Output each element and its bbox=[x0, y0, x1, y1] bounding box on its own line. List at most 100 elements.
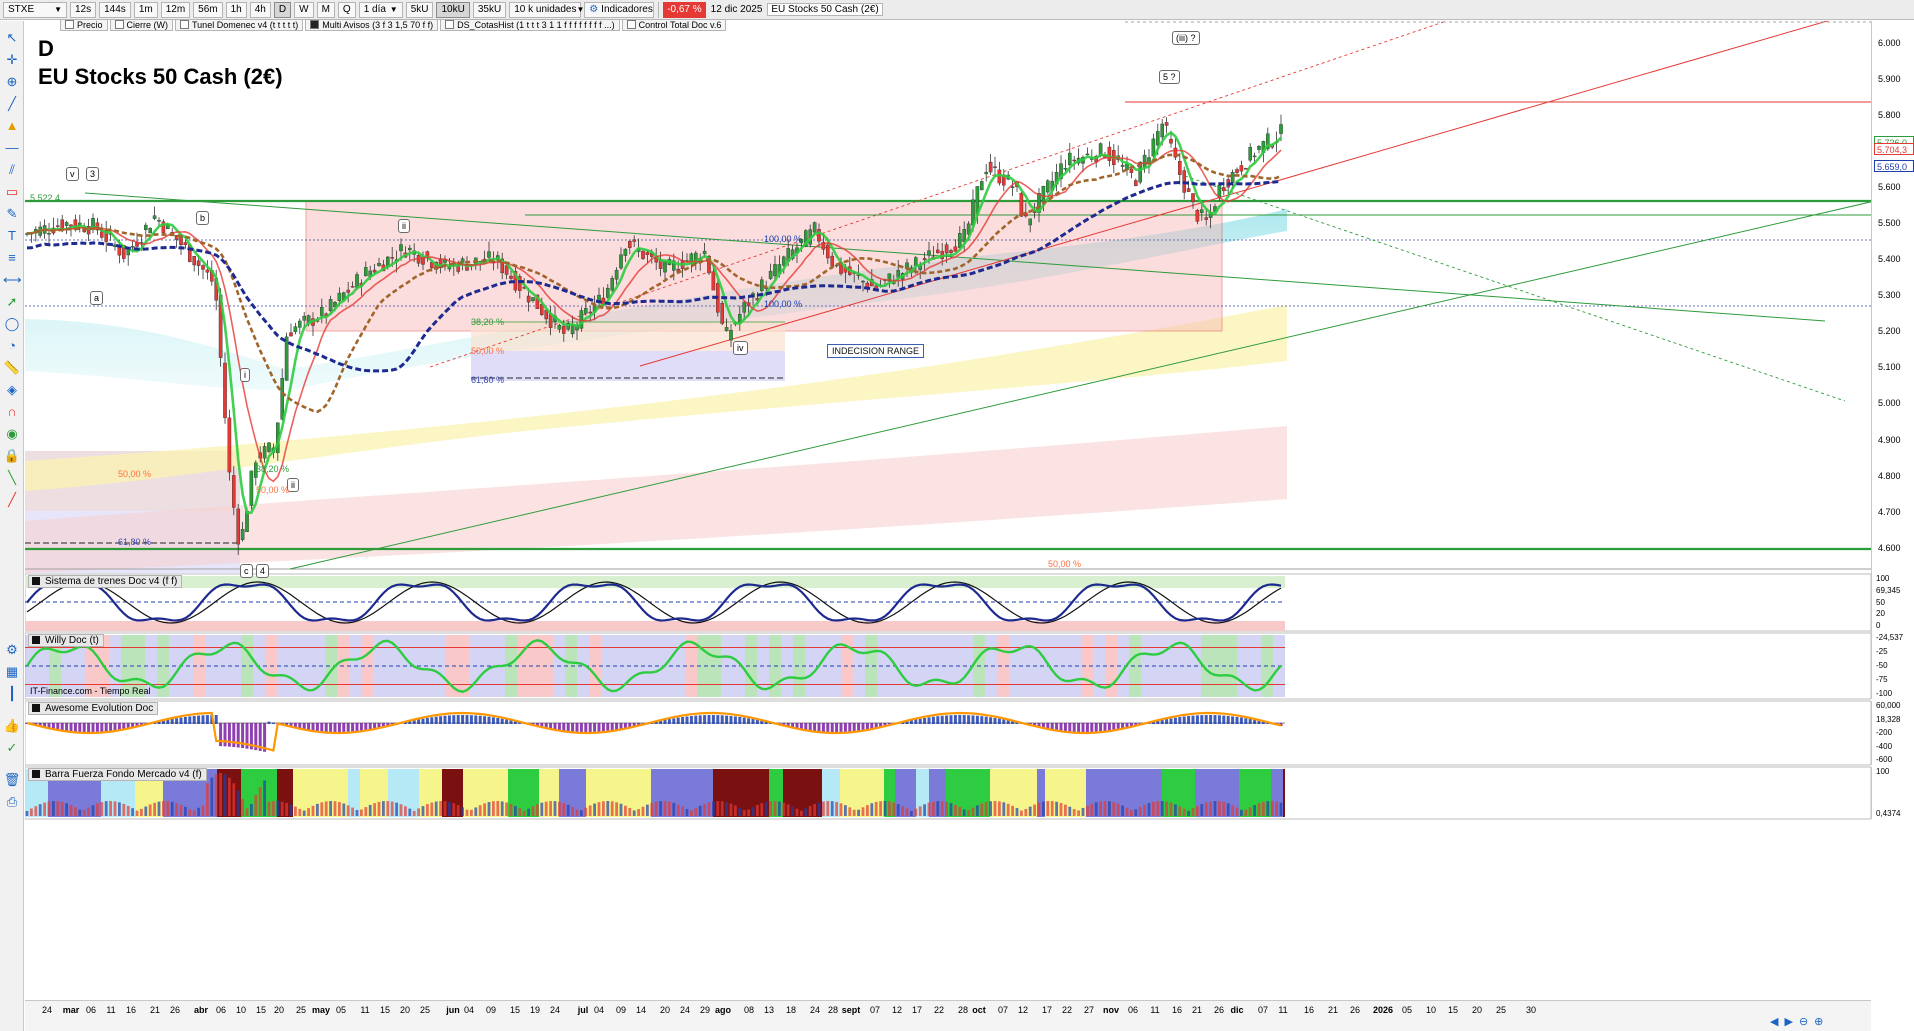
timeframe-button[interactable]: 12m bbox=[160, 1, 191, 18]
candles-icon[interactable]: ┃ bbox=[8, 686, 16, 701]
scroll-right-icon[interactable]: ▶ bbox=[1784, 1016, 1793, 1028]
timeframe-button[interactable]: 4h bbox=[249, 1, 271, 18]
checkbox-icon[interactable] bbox=[114, 20, 124, 29]
grid-icon[interactable]: ▦ bbox=[5, 664, 19, 679]
timeframe-button[interactable]: 1m bbox=[133, 1, 158, 18]
crosshair-icon[interactable]: ✛ bbox=[6, 52, 18, 67]
series-toggle[interactable]: Cierre (W) bbox=[109, 18, 174, 31]
brush-icon[interactable]: ╲ bbox=[8, 470, 16, 485]
check-icon[interactable]: ✓ bbox=[6, 740, 18, 755]
symbol-select[interactable]: STXE ▼ bbox=[3, 1, 67, 18]
rectangle-icon[interactable]: ▭ bbox=[5, 184, 19, 199]
panel-value-axis[interactable]: 100 0,4374 bbox=[1871, 767, 1914, 819]
histogram-bar bbox=[962, 715, 966, 724]
text-icon[interactable]: T bbox=[8, 228, 16, 243]
series-toggle[interactable]: Control Total Doc v.6 bbox=[621, 18, 727, 31]
zoom-in-icon[interactable]: ⊕ bbox=[6, 74, 18, 89]
cycle-icon[interactable]: ◔ bbox=[8, 338, 16, 353]
timeframe-button[interactable]: D bbox=[273, 1, 292, 18]
panel-close-icon[interactable] bbox=[32, 636, 40, 644]
timeframe-button[interactable]: Q bbox=[337, 1, 356, 18]
zoom-out-icon[interactable]: ⊖ bbox=[1798, 1016, 1809, 1028]
strength-bar bbox=[729, 803, 733, 816]
checkbox-icon[interactable] bbox=[65, 20, 74, 29]
wave-label[interactable]: a bbox=[90, 291, 104, 305]
strength-bar bbox=[549, 801, 552, 816]
indicators-button[interactable]: ⚙ Indicadores bbox=[584, 1, 655, 18]
zoom-in-icon[interactable]: ⊕ bbox=[1814, 1016, 1824, 1028]
magnet-icon[interactable]: ∩ bbox=[7, 404, 17, 419]
trash-icon[interactable]: 🗑 bbox=[3, 772, 21, 787]
timeframe-button[interactable]: 12s bbox=[70, 1, 97, 18]
measure-icon[interactable]: ⟷ bbox=[3, 272, 22, 287]
panel-header[interactable]: Willy Doc (t) bbox=[28, 634, 104, 647]
wave-label[interactable]: b bbox=[196, 211, 210, 225]
histogram-bar bbox=[289, 723, 293, 727]
panel-value-axis[interactable]: 100 69,345 50 20 0 bbox=[1871, 574, 1914, 631]
period-select[interactable]: 1 día ▼ bbox=[358, 1, 403, 18]
panel-value-axis[interactable]: -24,537 -25 -50 -75 -100 bbox=[1871, 633, 1914, 699]
lock-icon[interactable]: 🔒 bbox=[3, 448, 21, 463]
ruler-icon[interactable]: 📏 bbox=[3, 360, 21, 375]
eraser-icon[interactable]: ╱ bbox=[8, 492, 16, 507]
thumbs-up-icon[interactable]: 👍 bbox=[3, 718, 21, 733]
timeframe-button[interactable]: 56m bbox=[193, 1, 223, 18]
timeframe-button[interactable]: M bbox=[316, 1, 335, 18]
checkbox-icon[interactable] bbox=[626, 20, 636, 29]
panel-header[interactable]: Sistema de trenes Doc v4 (f f) bbox=[28, 575, 183, 588]
panel-value-axis[interactable]: 60,000 18,328 -200 -400 -600 bbox=[1871, 701, 1914, 765]
panel-close-icon[interactable] bbox=[32, 577, 40, 585]
wave-label[interactable]: 3 bbox=[86, 167, 100, 181]
series-toggle[interactable]: Tunel Domenec v4 (t t t t t) bbox=[175, 18, 304, 31]
wave-label[interactable]: ii bbox=[287, 478, 299, 492]
ellipse-icon[interactable]: ◯ bbox=[4, 316, 20, 331]
eye-icon[interactable]: ◉ bbox=[6, 426, 18, 441]
print-icon[interactable]: ⎙ bbox=[6, 794, 18, 809]
timeframe-button[interactable]: W bbox=[294, 1, 314, 18]
histogram-bar bbox=[747, 718, 751, 724]
units-select[interactable]: 10 k unidades ▼ bbox=[509, 1, 584, 18]
panel-header[interactable]: Awesome Evolution Doc bbox=[28, 702, 159, 715]
histogram-bar bbox=[258, 723, 262, 751]
wave-label[interactable]: 4 bbox=[256, 564, 270, 578]
panel-close-icon[interactable] bbox=[32, 770, 40, 778]
histogram-bar bbox=[315, 723, 319, 731]
cursor-icon[interactable]: ↖ bbox=[6, 30, 18, 45]
panel-header[interactable]: Barra Fuerza Fondo Mercado v4 (f) bbox=[28, 768, 207, 781]
volume-unit-button[interactable]: 5kU bbox=[405, 1, 434, 18]
checkbox-icon[interactable] bbox=[310, 20, 320, 29]
wave-label[interactable]: c bbox=[240, 564, 253, 578]
wave-label[interactable]: (iii) ? bbox=[1172, 31, 1200, 45]
wave-label[interactable]: 5 ? bbox=[1159, 70, 1180, 84]
series-toggle[interactable]: Multi Avisos (3 f 3 1,5 70 f f) bbox=[305, 18, 439, 31]
checkbox-icon[interactable] bbox=[180, 20, 190, 29]
timeframe-button[interactable]: 144s bbox=[99, 1, 131, 18]
pencil-icon[interactable]: ✎ bbox=[6, 206, 18, 221]
checkbox-icon[interactable] bbox=[445, 20, 455, 29]
fibonacci-icon[interactable]: ≡ bbox=[8, 250, 16, 265]
histogram-bar bbox=[500, 718, 504, 724]
wave-label[interactable]: iv bbox=[733, 341, 748, 355]
histogram-bar bbox=[870, 723, 874, 729]
wave-label[interactable]: ii bbox=[398, 219, 410, 233]
arrow-icon[interactable]: ➚ bbox=[6, 294, 18, 309]
channel-icon[interactable]: ⫽ bbox=[9, 162, 15, 177]
alert-icon[interactable]: ▲ bbox=[5, 118, 19, 133]
price-chart[interactable] bbox=[25, 21, 1871, 1000]
timeframe-button[interactable]: 1h bbox=[225, 1, 247, 18]
scroll-left-icon[interactable]: ◀ bbox=[1770, 1016, 1779, 1028]
wave-label[interactable]: v bbox=[66, 167, 79, 181]
trend-line-icon[interactable]: ╱ bbox=[8, 96, 16, 111]
settings-icon[interactable]: ⚙ bbox=[6, 642, 18, 657]
volume-unit-button[interactable]: 10kU bbox=[436, 1, 470, 18]
volume-unit-button[interactable]: 35kU bbox=[472, 1, 507, 18]
indecision-range-label[interactable]: INDECISION RANGE bbox=[827, 344, 925, 358]
wave-label[interactable]: i bbox=[240, 368, 250, 382]
horizontal-line-icon[interactable]: ― bbox=[5, 140, 19, 155]
time-axis-label: 25 bbox=[1495, 1005, 1507, 1015]
time-axis[interactable]: 24 mar 06 11 16 21 26 abr 06 10 15 20 25 may 05 11 15 20 2… bbox=[25, 1000, 1871, 1031]
panel-close-icon[interactable] bbox=[32, 704, 40, 712]
layers-icon[interactable]: ◈ bbox=[7, 382, 17, 397]
series-toggle[interactable]: Precio bbox=[60, 18, 108, 31]
series-toggle[interactable]: DS_CotasHist (1 t t t 3 1 1 f f f f f f … bbox=[440, 18, 620, 31]
